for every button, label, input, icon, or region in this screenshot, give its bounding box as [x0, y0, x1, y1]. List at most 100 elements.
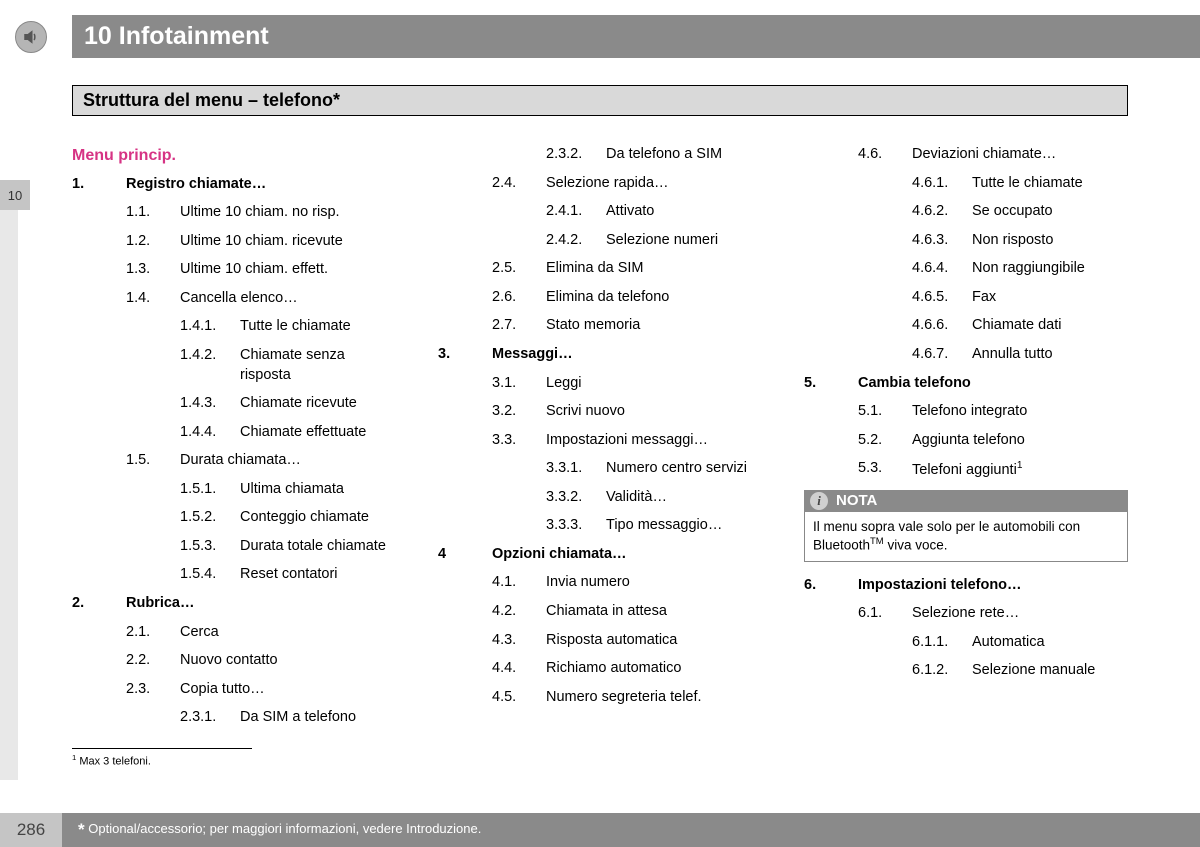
- menu-item: 4.6.4.Non raggiungibile: [804, 259, 1128, 279]
- item-text: Annulla tutto: [972, 345, 1128, 365]
- menu-item: 6.Impostazioni telefono…: [804, 576, 1128, 596]
- item-text: Fax: [972, 288, 1128, 308]
- menu-item: 4Opzioni chiamata…: [438, 545, 762, 565]
- item-number: 3.1.: [492, 374, 546, 394]
- item-text: Registro chiamate…: [126, 175, 396, 195]
- menu-item: 4.1.Invia numero: [438, 573, 762, 593]
- item-number: 3.3.1.: [546, 459, 606, 479]
- menu-item: 2.3.Copia tutto…: [72, 680, 396, 700]
- menu-item: 1.3.Ultime 10 chiam. effett.: [72, 260, 396, 280]
- item-text: Non risposto: [972, 231, 1128, 251]
- menu-item: 6.1.Selezione rete…: [804, 604, 1128, 624]
- item-text: Da telefono a SIM: [606, 145, 762, 165]
- menu-item: 2.4.2.Selezione numeri: [438, 231, 762, 251]
- item-number: 4.6.5.: [912, 288, 972, 308]
- menu-item: 4.6.6.Chiamate dati: [804, 316, 1128, 336]
- menu-item: 3.Messaggi…: [438, 345, 762, 365]
- item-text: Reset contatori: [240, 565, 396, 585]
- item-text: Chiamata in attesa: [546, 602, 762, 622]
- item-text: Selezione manuale: [972, 661, 1128, 681]
- item-text: Opzioni chiamata…: [492, 545, 762, 565]
- menu-item: 2.3.1.Da SIM a telefono: [72, 708, 396, 728]
- item-text: Ultime 10 chiam. no risp.: [180, 203, 396, 223]
- menu-item: 4.3.Risposta automatica: [438, 631, 762, 651]
- column-2: 2.3.2.Da telefono a SIM2.4.Selezione rap…: [438, 135, 762, 777]
- item-number: 1.5.4.: [180, 565, 240, 585]
- menu-item: 5.3.Telefoni aggiunti1: [804, 459, 1128, 480]
- item-number: 2.: [72, 594, 126, 614]
- item-text: Non raggiungibile: [972, 259, 1128, 279]
- menu-item: 3.3.Impostazioni messaggi…: [438, 431, 762, 451]
- menu-item: 4.6.2.Se occupato: [804, 202, 1128, 222]
- menu-item: 5.1.Telefono integrato: [804, 402, 1128, 422]
- item-number: 2.4.1.: [546, 202, 606, 222]
- item-number: 1.5.1.: [180, 480, 240, 500]
- item-text: Telefoni aggiunti1: [912, 459, 1128, 480]
- item-text: Durata chiamata…: [180, 451, 396, 471]
- item-text: Tipo messaggio…: [606, 516, 762, 536]
- item-number: 2.7.: [492, 316, 546, 336]
- menu-item: 4.6.5.Fax: [804, 288, 1128, 308]
- menu-item: 2.6.Elimina da telefono: [438, 288, 762, 308]
- item-text: Chiamate dati: [972, 316, 1128, 336]
- menu-item: 3.2.Scrivi nuovo: [438, 402, 762, 422]
- item-text: Elimina da SIM: [546, 259, 762, 279]
- chapter-title: 10 Infotainment: [84, 22, 269, 51]
- item-text: Numero segreteria telef.: [546, 688, 762, 708]
- menu-item: 5.Cambia telefono: [804, 374, 1128, 394]
- side-band: [0, 180, 18, 780]
- speaker-icon: [15, 21, 47, 53]
- item-number: 1.5.: [126, 451, 180, 471]
- menu-item: 1.2.Ultime 10 chiam. ricevute: [72, 232, 396, 252]
- item-number: 6.: [804, 576, 858, 596]
- item-number: 1.4.4.: [180, 423, 240, 443]
- item-number: 4.3.: [492, 631, 546, 651]
- menu-item: 1.5.1.Ultima chiamata: [72, 480, 396, 500]
- item-text: Nuovo contatto: [180, 651, 396, 671]
- item-number: 2.3.: [126, 680, 180, 700]
- menu-item: 2.5.Elimina da SIM: [438, 259, 762, 279]
- item-number: 4.6.: [858, 145, 912, 165]
- chapter-header: 10 Infotainment: [72, 15, 1200, 58]
- item-text: Elimina da telefono: [546, 288, 762, 308]
- item-number: 4.6.1.: [912, 174, 972, 194]
- menu-item: 4.6.Deviazioni chiamate…: [804, 145, 1128, 165]
- item-text: Selezione rapida…: [546, 174, 762, 194]
- item-text: Scrivi nuovo: [546, 402, 762, 422]
- item-text: Aggiunta telefono: [912, 431, 1128, 451]
- item-text: Risposta automatica: [546, 631, 762, 651]
- item-text: Deviazioni chiamate…: [912, 145, 1128, 165]
- item-number: 1.: [72, 175, 126, 195]
- footer-text: * Optional/accessorio; per maggiori info…: [78, 820, 481, 840]
- menu-item: 1.4.1.Tutte le chiamate: [72, 317, 396, 337]
- item-number: 4.1.: [492, 573, 546, 593]
- note-label: NOTA: [836, 491, 877, 511]
- menu-item: 1.5.3.Durata totale chiamate: [72, 537, 396, 557]
- menu-item: 3.3.1.Numero centro servizi: [438, 459, 762, 479]
- item-text: Telefono integrato: [912, 402, 1128, 422]
- item-number: 1.4.1.: [180, 317, 240, 337]
- menu-item: 1.4.2.Chiamate senza risposta: [72, 346, 396, 385]
- item-number: 1.5.3.: [180, 537, 240, 557]
- item-number: 2.6.: [492, 288, 546, 308]
- item-number: 4.6.4.: [912, 259, 972, 279]
- item-number: 1.4.: [126, 289, 180, 309]
- menu-item: 4.6.1.Tutte le chiamate: [804, 174, 1128, 194]
- menu-item: 4.2.Chiamata in attesa: [438, 602, 762, 622]
- item-number: 6.1.: [858, 604, 912, 624]
- item-number: 4: [438, 545, 492, 565]
- column-3: 4.6.Deviazioni chiamate… 4.6.1.Tutte le c…: [804, 135, 1128, 777]
- item-text: Attivato: [606, 202, 762, 222]
- menu-item: 1.Registro chiamate…: [72, 175, 396, 195]
- menu-item: 2.2.Nuovo contatto: [72, 651, 396, 671]
- footnote-rule: [72, 748, 252, 749]
- item-number: 1.3.: [126, 260, 180, 280]
- item-number: 1.4.3.: [180, 394, 240, 414]
- item-text: Stato memoria: [546, 316, 762, 336]
- item-number: 2.1.: [126, 623, 180, 643]
- item-text: Da SIM a telefono: [240, 708, 396, 728]
- item-number: 4.4.: [492, 659, 546, 679]
- menu-item: 3.3.3.Tipo messaggio…: [438, 516, 762, 536]
- item-text: Chiamate ricevute: [240, 394, 396, 414]
- item-number: 5.3.: [858, 459, 912, 480]
